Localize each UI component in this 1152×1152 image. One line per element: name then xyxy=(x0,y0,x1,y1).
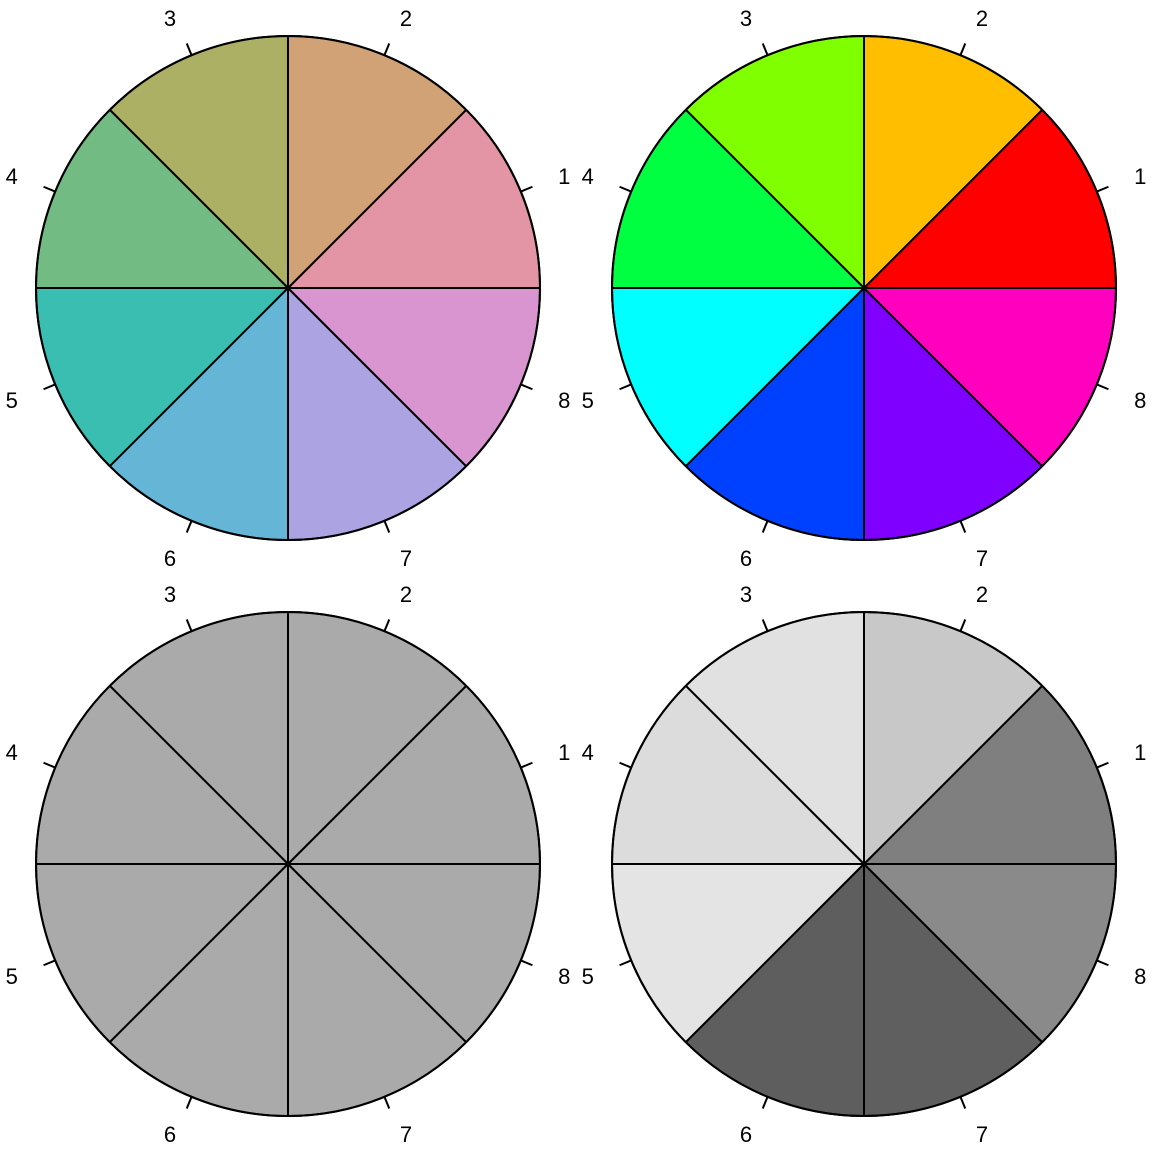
pie-outline xyxy=(35,611,541,1117)
slice-label-4: 4 xyxy=(6,164,18,189)
slice-label-8: 8 xyxy=(1134,388,1146,413)
slice-tick-7 xyxy=(959,1096,967,1109)
pie-chart-2: 1 2 3 4 5 6 7 8 xyxy=(582,6,1147,571)
pie-outline xyxy=(611,35,1117,541)
slice-tick-8 xyxy=(520,959,533,967)
slice-tick-5 xyxy=(619,959,632,967)
slice-tick-7 xyxy=(959,520,967,533)
slice-tick-4 xyxy=(43,761,56,769)
slice-label-7: 7 xyxy=(400,546,412,571)
slice-label-5: 5 xyxy=(582,964,594,989)
slice-label-8: 8 xyxy=(558,964,570,989)
slice-label-4: 4 xyxy=(582,740,594,765)
slice-tick-4 xyxy=(43,185,56,193)
slice-tick-5 xyxy=(43,383,56,391)
slice-label-7: 7 xyxy=(400,1122,412,1147)
slice-tick-1 xyxy=(1096,185,1109,193)
pie-chart-4: 1 2 3 4 5 6 7 8 xyxy=(582,582,1147,1147)
slice-label-5: 5 xyxy=(6,964,18,989)
pie-chart-1: 1 2 3 4 5 6 7 8 xyxy=(6,6,571,571)
slice-tick-7 xyxy=(383,520,391,533)
slice-label-6: 6 xyxy=(164,546,176,571)
slice-label-1: 1 xyxy=(1134,164,1146,189)
slice-tick-2 xyxy=(383,43,391,56)
slice-tick-8 xyxy=(1096,383,1109,391)
slice-label-2: 2 xyxy=(400,582,412,607)
slice-label-8: 8 xyxy=(1134,964,1146,989)
slice-tick-1 xyxy=(520,761,533,769)
slice-tick-1 xyxy=(520,185,533,193)
slice-label-6: 6 xyxy=(164,1122,176,1147)
slice-label-8: 8 xyxy=(558,388,570,413)
slice-label-6: 6 xyxy=(740,1122,752,1147)
slice-label-3: 3 xyxy=(740,582,752,607)
slice-tick-5 xyxy=(619,383,632,391)
slice-tick-3 xyxy=(185,43,193,56)
slice-tick-3 xyxy=(761,619,769,632)
slice-label-7: 7 xyxy=(976,546,988,571)
pie-outline xyxy=(35,35,541,541)
slice-label-3: 3 xyxy=(164,6,176,31)
slice-label-1: 1 xyxy=(558,740,570,765)
slice-label-6: 6 xyxy=(740,546,752,571)
slice-tick-3 xyxy=(185,619,193,632)
slice-tick-2 xyxy=(383,619,391,632)
slice-tick-8 xyxy=(1096,959,1109,967)
slice-tick-5 xyxy=(43,959,56,967)
slice-tick-6 xyxy=(761,520,769,533)
slice-label-2: 2 xyxy=(400,6,412,31)
slice-label-1: 1 xyxy=(1134,740,1146,765)
slice-label-2: 2 xyxy=(976,582,988,607)
pie-outline xyxy=(611,611,1117,1117)
slice-tick-1 xyxy=(1096,761,1109,769)
slice-tick-6 xyxy=(761,1096,769,1109)
slice-tick-8 xyxy=(520,383,533,391)
slice-label-7: 7 xyxy=(976,1122,988,1147)
slice-label-5: 5 xyxy=(6,388,18,413)
slice-tick-2 xyxy=(959,619,967,632)
slice-tick-4 xyxy=(619,185,632,193)
slice-tick-6 xyxy=(185,520,193,533)
slice-label-4: 4 xyxy=(6,740,18,765)
slice-tick-7 xyxy=(383,1096,391,1109)
pie-chart-3: 1 2 3 4 5 6 7 8 xyxy=(6,582,571,1147)
slice-label-3: 3 xyxy=(740,6,752,31)
slice-tick-2 xyxy=(959,43,967,56)
slice-tick-4 xyxy=(619,761,632,769)
slice-label-2: 2 xyxy=(976,6,988,31)
slice-label-5: 5 xyxy=(582,388,594,413)
slice-tick-3 xyxy=(761,43,769,56)
slice-label-3: 3 xyxy=(164,582,176,607)
slice-label-1: 1 xyxy=(558,164,570,189)
slice-tick-6 xyxy=(185,1096,193,1109)
slice-label-4: 4 xyxy=(582,164,594,189)
